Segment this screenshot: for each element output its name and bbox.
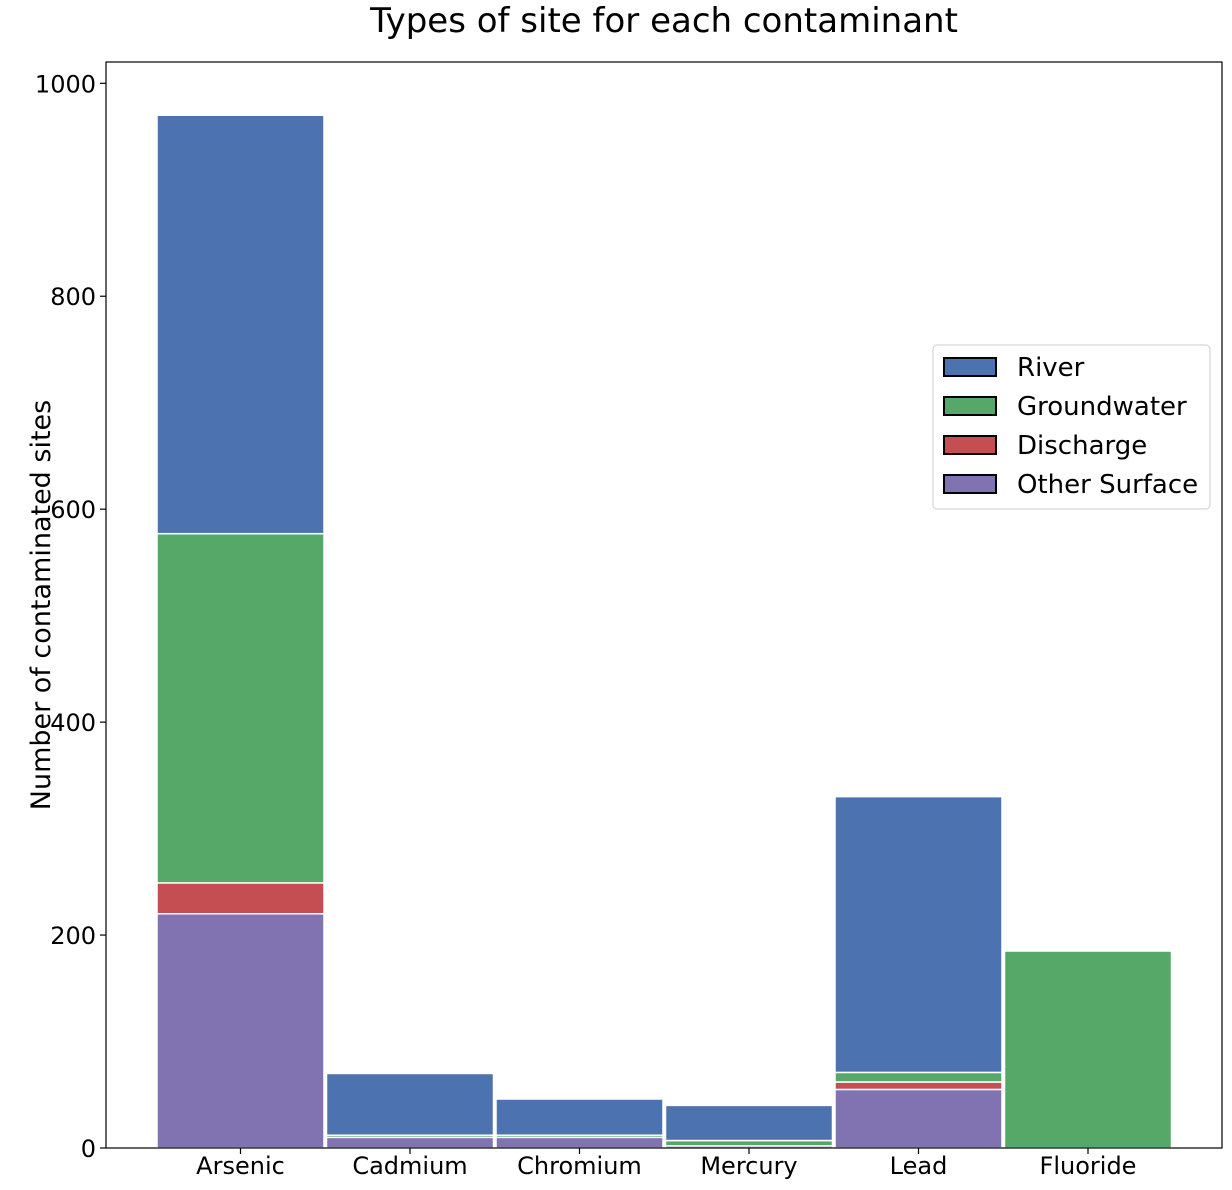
- bars-group: [156, 114, 1173, 1149]
- x-tick-label: Mercury: [700, 1152, 797, 1180]
- y-tick-label: 600: [50, 496, 96, 524]
- plot-frame: [105, 61, 1223, 1149]
- y-tick-label: 200: [50, 922, 96, 950]
- legend-swatch-discharge: [943, 435, 997, 455]
- bar-mercury-groundwater: [664, 1139, 834, 1147]
- legend-label: Discharge: [1017, 431, 1147, 461]
- bar-lead-discharge: [834, 1081, 1003, 1091]
- bar-chromium-other-surface: [495, 1136, 664, 1149]
- bar-arsenic-other-surface: [156, 913, 325, 1149]
- y-axis-label: Number of contaminated sites: [26, 400, 57, 810]
- legend-label: Other Surface: [1017, 470, 1198, 500]
- bar-arsenic-groundwater: [156, 532, 325, 884]
- x-tick-label: Cadmium: [352, 1152, 467, 1180]
- bar-lead-other-surface: [834, 1088, 1003, 1149]
- x-axis: Arsenic Cadmium Chromium Mercury Lead Fluorid…: [196, 1148, 1136, 1180]
- bar-arsenic-discharge: [156, 882, 325, 915]
- bar-mercury-river: [664, 1104, 834, 1142]
- legend-box: [932, 344, 1211, 510]
- bar-fluoride-groundwater: [1003, 950, 1173, 1149]
- bar-arsenic-river: [156, 114, 325, 535]
- bar-lead-river: [834, 795, 1003, 1074]
- y-tick-label: 0: [81, 1135, 96, 1163]
- legend: River Groundwater Discharge Other Surface: [932, 344, 1211, 510]
- x-tick-label: Fluoride: [1040, 1152, 1137, 1180]
- bar-lead-groundwater: [834, 1071, 1003, 1083]
- y-tick-label: 800: [50, 283, 96, 311]
- y-axis: 0 200 400 600 800 1000: [35, 70, 106, 1163]
- legend-swatch-groundwater: [943, 396, 997, 416]
- legend-label: Groundwater: [1017, 392, 1187, 422]
- x-tick-label: Lead: [890, 1152, 948, 1180]
- bar-cadmium-river: [325, 1072, 495, 1136]
- x-tick-label: Arsenic: [196, 1152, 285, 1180]
- y-tick-label: 400: [50, 709, 96, 737]
- bar-cadmium-other-surface: [325, 1136, 495, 1149]
- chart-title: Types of site for each contaminant: [369, 1, 958, 41]
- bar-chromium-river: [495, 1098, 664, 1136]
- y-tick-label: 1000: [35, 70, 96, 98]
- legend-swatch-river: [943, 357, 997, 377]
- legend-label: River: [1017, 353, 1085, 383]
- x-tick-label: Chromium: [517, 1152, 642, 1180]
- legend-swatch-other-surface: [943, 474, 997, 494]
